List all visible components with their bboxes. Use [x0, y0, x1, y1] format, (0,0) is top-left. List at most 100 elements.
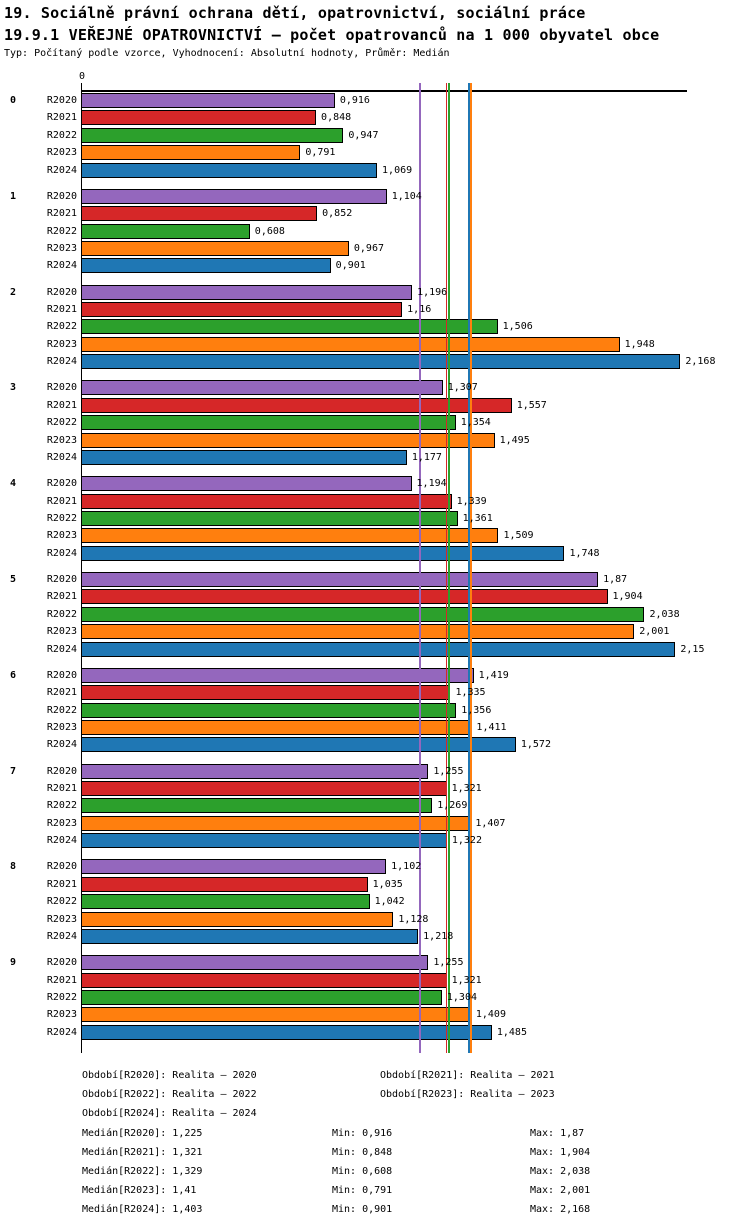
bar-row-label: R2021: [46, 687, 77, 699]
group-label: 7: [9, 765, 17, 777]
bar-r2024-group-0: [81, 162, 378, 178]
bar-value-label: 2,038: [649, 608, 680, 620]
group-label: 3: [9, 382, 17, 394]
bar-value-label: 0,791: [305, 147, 336, 159]
bar-value-label: 1,16: [407, 304, 432, 315]
bar-row-label: R2020: [46, 861, 77, 873]
bar-value-label: 1,361: [462, 513, 493, 524]
bar-value-label: 1,339: [456, 495, 487, 507]
bar-value-label: 0,852: [322, 208, 353, 220]
bar-row-label: R2023: [46, 434, 77, 446]
bar-row-label: R2022: [46, 704, 77, 716]
bar-value-label: 1,409: [475, 1009, 506, 1021]
bar-r2020-group-9: [81, 955, 429, 971]
bar-value-label: 0,901: [335, 260, 366, 272]
bar-r2022-group-9: [81, 990, 442, 1005]
median-line-r2021: [445, 83, 448, 1053]
bar-value-label: 1,748: [569, 547, 600, 559]
zero-tick: [81, 83, 82, 90]
stat-max-label: Max: 2,038: [530, 1166, 591, 1177]
bar-row-label: R2022: [46, 129, 77, 141]
bar-row-label: R2024: [46, 643, 77, 655]
bar-row-label: R2024: [46, 1026, 77, 1038]
group-label: 0: [9, 95, 17, 106]
group-label: 9: [9, 957, 17, 969]
bar-row-label: R2024: [46, 164, 77, 176]
bar-row-label: R2023: [46, 1009, 77, 1021]
legend-item: Období[R2023]: Realita – 2023: [380, 1089, 555, 1101]
bar-r2021-group-2: [81, 302, 403, 317]
bar-r2021-group-0: [81, 110, 317, 126]
bar-value-label: 0,608: [254, 225, 285, 237]
median-line-r2020: [419, 83, 421, 1053]
bar-value-label: 1,307: [447, 382, 478, 394]
bar-row-label: R2022: [46, 321, 77, 333]
bar-r2022-group-2: [81, 319, 498, 335]
bar-value-label: 1,218: [423, 931, 454, 942]
bar-row-label: R2024: [46, 931, 77, 942]
bar-r2023-group-8: [81, 911, 394, 927]
stat-max-label: Max: 2,168: [530, 1204, 591, 1216]
bar-row-label: R2022: [46, 992, 77, 1003]
bar-row-label: R2024: [46, 547, 77, 559]
bar-value-label: 1,485: [496, 1026, 527, 1038]
bar-value-label: 1,255: [433, 957, 464, 969]
bar-value-label: 1,069: [382, 164, 413, 176]
bar-r2022-group-5: [81, 606, 645, 622]
legend-item: Období[R2020]: Realita – 2020: [82, 1070, 257, 1081]
bar-value-label: 2,15: [680, 643, 705, 655]
bar-value-label: 2,001: [639, 626, 670, 638]
bar-row-label: R2021: [46, 208, 77, 220]
bar-value-label: 1,177: [411, 452, 442, 463]
bar-value-label: 1,948: [624, 338, 655, 350]
bar-r2021-group-3: [81, 397, 512, 413]
median-line-r2024: [468, 83, 471, 1053]
bar-value-label: 1,104: [391, 190, 422, 202]
bar-row-label: R2024: [46, 356, 77, 368]
bar-row-label: R2021: [46, 399, 77, 411]
bar-row-label: R2024: [46, 835, 77, 847]
bar-r2024-group-7: [81, 833, 447, 849]
bar-r2022-group-1: [81, 223, 250, 239]
bar-value-label: 1,506: [502, 321, 533, 333]
bar-r2020-group-1: [81, 188, 387, 204]
bar-row-label: R2020: [46, 957, 77, 969]
bar-row-label: R2021: [46, 878, 77, 890]
bar-r2020-group-0: [81, 93, 335, 108]
bar-value-label: 0,967: [353, 243, 384, 254]
bar-value-label: 1,196: [417, 286, 448, 298]
bar-r2024-group-1: [81, 258, 331, 274]
bar-row-label: R2022: [46, 896, 77, 908]
bar-value-label: 1,321: [451, 783, 482, 794]
bar-value-label: 1,335: [455, 687, 486, 699]
bar-r2020-group-6: [81, 667, 474, 683]
bar-r2021-group-9: [81, 972, 447, 988]
bar-r2022-group-8: [81, 894, 370, 910]
bar-value-label: 0,947: [348, 129, 379, 141]
bar-r2023-group-7: [81, 815, 471, 831]
bar-row-label: R2020: [46, 190, 77, 202]
bar-r2024-group-2: [81, 354, 681, 370]
group-label: 1: [9, 190, 17, 202]
group-label: 5: [9, 574, 17, 585]
bar-r2022-group-3: [81, 415, 456, 431]
bar-value-label: 1,509: [503, 530, 534, 542]
bar-r2024-group-9: [81, 1024, 492, 1040]
bar-r2020-group-3: [81, 380, 443, 396]
bar-row-label: R2023: [46, 722, 77, 733]
bar-row-label: R2020: [46, 286, 77, 298]
group-label: 6: [9, 669, 17, 681]
bar-r2022-group-4: [81, 511, 458, 526]
bar-row-label: R2022: [46, 417, 77, 429]
bar-r2021-group-7: [81, 781, 447, 796]
bar-value-label: 2,168: [685, 356, 716, 368]
group-label: 4: [9, 478, 17, 490]
bar-r2020-group-8: [81, 859, 387, 875]
stat-median-label: Medián[R2022]: 1,329: [82, 1166, 203, 1177]
bar-r2021-group-6: [81, 685, 451, 701]
stat-median-label: Medián[R2024]: 1,403: [82, 1204, 203, 1216]
stat-max-label: Max: 2,001: [530, 1185, 591, 1197]
bar-row-label: R2021: [46, 591, 77, 603]
bar-value-label: 1,321: [451, 974, 482, 986]
